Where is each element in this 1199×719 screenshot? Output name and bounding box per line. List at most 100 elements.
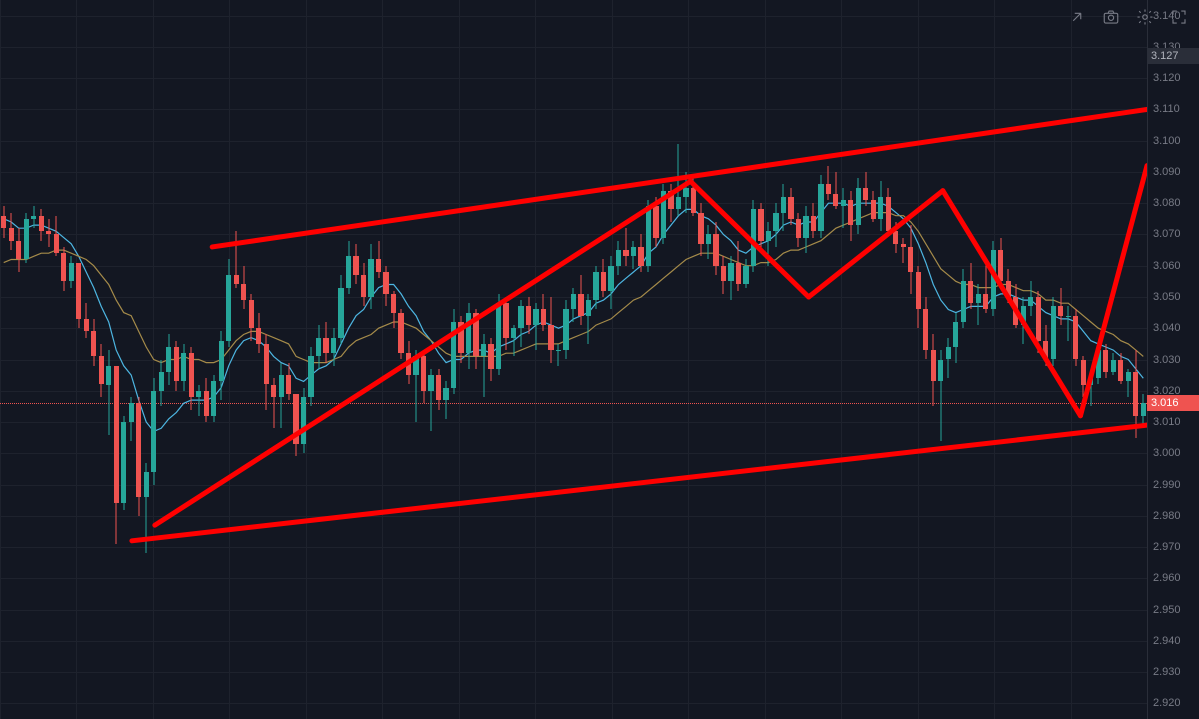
candle[interactable]	[518, 0, 523, 719]
candle[interactable]	[826, 0, 831, 719]
candle[interactable]	[938, 0, 943, 719]
candle[interactable]	[428, 0, 433, 719]
candle[interactable]	[676, 0, 681, 719]
candle[interactable]	[9, 0, 14, 719]
candle[interactable]	[751, 0, 756, 719]
candle[interactable]	[698, 0, 703, 719]
camera-icon[interactable]	[1101, 7, 1121, 27]
candle[interactable]	[69, 0, 74, 719]
candle[interactable]	[473, 0, 478, 719]
candle[interactable]	[488, 0, 493, 719]
candle[interactable]	[616, 0, 621, 719]
candle[interactable]	[668, 0, 673, 719]
candle[interactable]	[578, 0, 583, 719]
candle[interactable]	[466, 0, 471, 719]
candle[interactable]	[631, 0, 636, 719]
candle[interactable]	[923, 0, 928, 719]
candle[interactable]	[31, 0, 36, 719]
candle[interactable]	[991, 0, 996, 719]
candle[interactable]	[601, 0, 606, 719]
candle[interactable]	[219, 0, 224, 719]
candle[interactable]	[211, 0, 216, 719]
candle[interactable]	[1058, 0, 1063, 719]
candle[interactable]	[653, 0, 658, 719]
candle[interactable]	[803, 0, 808, 719]
candle[interactable]	[736, 0, 741, 719]
candle[interactable]	[623, 0, 628, 719]
candle[interactable]	[106, 0, 111, 719]
candle[interactable]	[638, 0, 643, 719]
candle[interactable]	[833, 0, 838, 719]
candle[interactable]	[863, 0, 868, 719]
candle[interactable]	[646, 0, 651, 719]
candle[interactable]	[301, 0, 306, 719]
candle[interactable]	[721, 0, 726, 719]
candle[interactable]	[54, 0, 59, 719]
candle[interactable]	[511, 0, 516, 719]
candle[interactable]	[788, 0, 793, 719]
candle[interactable]	[706, 0, 711, 719]
candle[interactable]	[571, 0, 576, 719]
candle[interactable]	[496, 0, 501, 719]
candle[interactable]	[893, 0, 898, 719]
candle[interactable]	[368, 0, 373, 719]
candle[interactable]	[1006, 0, 1011, 719]
candle[interactable]	[383, 0, 388, 719]
candle[interactable]	[391, 0, 396, 719]
candle[interactable]	[346, 0, 351, 719]
candle[interactable]	[338, 0, 343, 719]
fullscreen-icon[interactable]	[1169, 7, 1189, 27]
candle[interactable]	[1043, 0, 1048, 719]
candle[interactable]	[946, 0, 951, 719]
candle[interactable]	[1036, 0, 1041, 719]
candle[interactable]	[451, 0, 456, 719]
candle[interactable]	[841, 0, 846, 719]
candle[interactable]	[331, 0, 336, 719]
candle[interactable]	[998, 0, 1003, 719]
candle[interactable]	[1126, 0, 1131, 719]
candle[interactable]	[848, 0, 853, 719]
candle[interactable]	[196, 0, 201, 719]
candle[interactable]	[1096, 0, 1101, 719]
candle[interactable]	[406, 0, 411, 719]
candle[interactable]	[166, 0, 171, 719]
candle[interactable]	[293, 0, 298, 719]
candle[interactable]	[1118, 0, 1123, 719]
candle[interactable]	[46, 0, 51, 719]
candle[interactable]	[1088, 0, 1093, 719]
candle[interactable]	[16, 0, 21, 719]
candle[interactable]	[526, 0, 531, 719]
candle[interactable]	[481, 0, 486, 719]
candle[interactable]	[983, 0, 988, 719]
candle[interactable]	[181, 0, 186, 719]
price-axis[interactable]: 2.9202.9302.9402.9502.9602.9702.9802.990…	[1147, 0, 1199, 719]
candle[interactable]	[1066, 0, 1071, 719]
candle[interactable]	[316, 0, 321, 719]
candle[interactable]	[1073, 0, 1078, 719]
candle[interactable]	[443, 0, 448, 719]
candle[interactable]	[323, 0, 328, 719]
candle[interactable]	[436, 0, 441, 719]
candle[interactable]	[781, 0, 786, 719]
candle[interactable]	[901, 0, 906, 719]
candle[interactable]	[271, 0, 276, 719]
candle[interactable]	[1013, 0, 1018, 719]
candle[interactable]	[1, 0, 6, 719]
settings-icon[interactable]	[1135, 7, 1155, 27]
candle[interactable]	[743, 0, 748, 719]
candle[interactable]	[931, 0, 936, 719]
candle[interactable]	[61, 0, 66, 719]
candle[interactable]	[264, 0, 269, 719]
candle[interactable]	[541, 0, 546, 719]
candle[interactable]	[713, 0, 718, 719]
candle[interactable]	[953, 0, 958, 719]
candle[interactable]	[811, 0, 816, 719]
candle[interactable]	[683, 0, 688, 719]
candle[interactable]	[151, 0, 156, 719]
candle[interactable]	[241, 0, 246, 719]
candle[interactable]	[1103, 0, 1108, 719]
candle[interactable]	[39, 0, 44, 719]
candle[interactable]	[1028, 0, 1033, 719]
candle[interactable]	[1133, 0, 1138, 719]
share-icon[interactable]	[1067, 7, 1087, 27]
